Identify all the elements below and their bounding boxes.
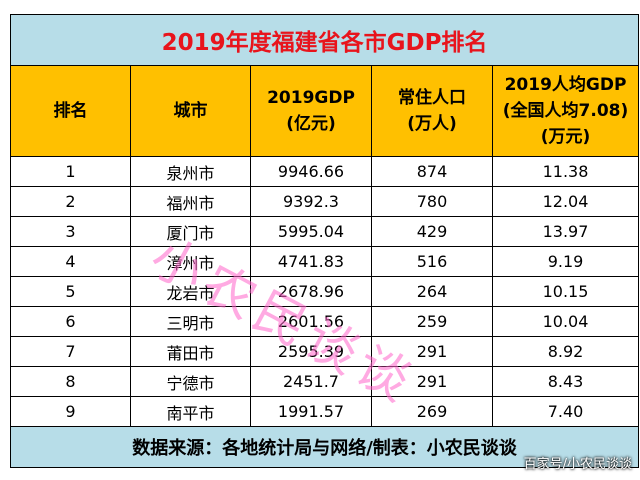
cell-rank: 1 [10,156,131,187]
cell-per-capita: 9.19 [491,246,640,277]
header-city: 城市 [130,65,251,157]
cell-gdp: 9392.3 [250,186,372,217]
header-row: 排名 城市 2019GDP (亿元) 常住人口 (万人) 2019人均GDP (… [10,65,640,157]
cell-city: 福州市 [130,186,251,217]
header-per-capita: 2019人均GDP (全国人均7.08) (万元) [491,65,640,157]
cell-rank: 8 [10,366,131,397]
platform-credit: 百家号/小农民谈谈 [523,457,632,472]
cell-gdp: 2678.96 [250,276,372,307]
cell-rank: 5 [10,276,131,307]
cell-rank: 7 [10,336,131,367]
header-gdp-line1: 2019GDP [267,88,355,108]
cell-city: 厦门市 [130,216,251,247]
header-percap-line2: (全国人均7.08) [502,101,629,121]
table-title: 2019年度福建省各市GDP排名 [9,14,640,66]
cell-population: 291 [371,336,493,367]
cell-gdp: 9946.66 [250,156,372,187]
cell-population: 264 [371,276,493,307]
cell-rank: 3 [10,216,131,247]
table-row: 7 莆田市 2595.39 291 8.92 [10,336,640,367]
cell-population: 780 [371,186,493,217]
header-percap-line3: (万元) [540,127,591,147]
cell-per-capita: 12.04 [491,186,640,217]
table-row: 4 漳州市 4741.83 516 9.19 [10,246,640,277]
cell-gdp: 1991.57 [250,396,372,427]
cell-city: 莆田市 [130,336,251,367]
table-row: 1 泉州市 9946.66 874 11.38 [10,156,640,187]
cell-gdp: 2451.7 [250,366,372,397]
cell-per-capita: 10.15 [491,276,640,307]
cell-per-capita: 10.04 [491,306,640,337]
header-pop-line2: (万人) [407,114,457,134]
table-row: 6 三明市 2601.56 259 10.04 [10,306,640,337]
header-population: 常住人口 (万人) [371,65,493,157]
cell-population: 291 [371,366,493,397]
cell-city: 南平市 [130,396,251,427]
cell-rank: 4 [10,246,131,277]
cell-city: 泉州市 [130,156,251,187]
header-pop-line1: 常住人口 [398,88,466,108]
cell-per-capita: 13.97 [491,216,640,247]
cell-population: 429 [371,216,493,247]
cell-rank: 6 [10,306,131,337]
cell-rank: 9 [10,396,131,427]
cell-city: 漳州市 [130,246,251,277]
header-gdp: 2019GDP (亿元) [250,65,372,157]
cell-gdp: 4741.83 [250,246,372,277]
table-row: 2 福州市 9392.3 780 12.04 [10,186,640,217]
cell-per-capita: 7.40 [491,396,640,427]
source-note: 数据来源：各地统计局与网络/制表：小农民谈谈 [9,426,640,468]
header-rank: 排名 [10,65,131,157]
cell-population: 874 [371,156,493,187]
cell-city: 龙岩市 [130,276,251,307]
cell-city: 三明市 [130,306,251,337]
gdp-ranking-table: 2019年度福建省各市GDP排名 排名 城市 2019GDP (亿元) 常住人口… [9,14,640,468]
cell-city: 宁德市 [130,366,251,397]
table-row: 5 龙岩市 2678.96 264 10.15 [10,276,640,307]
table-row: 8 宁德市 2451.7 291 8.43 [10,366,640,397]
cell-population: 516 [371,246,493,277]
header-gdp-line2: (亿元) [286,114,336,134]
cell-population: 269 [371,396,493,427]
cell-per-capita: 8.43 [491,366,640,397]
header-percap-line1: 2019人均GDP [504,75,627,95]
cell-gdp: 2601.56 [250,306,372,337]
cell-per-capita: 8.92 [491,336,640,367]
table-row: 9 南平市 1991.57 269 7.40 [10,396,640,427]
title-row: 2019年度福建省各市GDP排名 [9,14,640,66]
cell-population: 259 [371,306,493,337]
cell-gdp: 2595.39 [250,336,372,367]
cell-rank: 2 [10,186,131,217]
table-row: 3 厦门市 5995.04 429 13.97 [10,216,640,247]
footer-row: 数据来源：各地统计局与网络/制表：小农民谈谈 [9,426,640,468]
cell-per-capita: 11.38 [491,156,640,187]
cell-gdp: 5995.04 [250,216,372,247]
